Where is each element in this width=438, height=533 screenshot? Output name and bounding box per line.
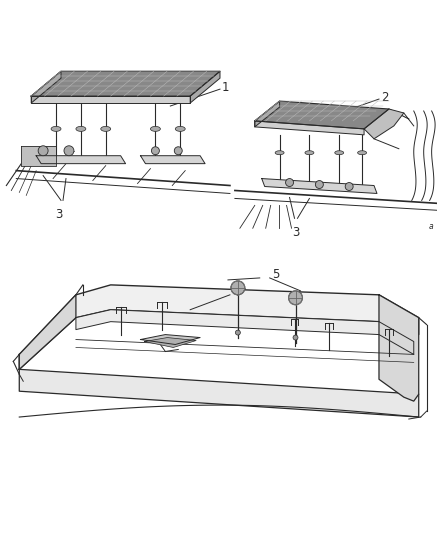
- Ellipse shape: [175, 126, 185, 131]
- Polygon shape: [31, 71, 61, 103]
- Polygon shape: [76, 310, 414, 354]
- Polygon shape: [141, 335, 200, 344]
- Text: 5: 5: [272, 269, 279, 281]
- Text: 4: 4: [232, 286, 240, 300]
- Text: 3: 3: [55, 208, 63, 221]
- Ellipse shape: [275, 151, 284, 155]
- Polygon shape: [379, 295, 419, 401]
- Polygon shape: [21, 146, 56, 166]
- Ellipse shape: [335, 151, 344, 155]
- Ellipse shape: [101, 126, 111, 131]
- Text: 2: 2: [381, 91, 389, 103]
- Circle shape: [174, 147, 182, 155]
- Polygon shape: [262, 179, 377, 193]
- Text: 1: 1: [222, 80, 230, 94]
- Ellipse shape: [150, 126, 160, 131]
- Circle shape: [152, 147, 159, 155]
- Circle shape: [235, 330, 240, 335]
- Text: a: a: [429, 222, 434, 231]
- Polygon shape: [36, 156, 126, 164]
- Polygon shape: [19, 295, 76, 369]
- Polygon shape: [31, 71, 220, 96]
- Circle shape: [345, 182, 353, 190]
- Circle shape: [286, 179, 293, 187]
- Ellipse shape: [76, 126, 86, 131]
- Polygon shape: [190, 71, 220, 103]
- Polygon shape: [31, 96, 190, 103]
- Text: 3: 3: [292, 226, 299, 239]
- Circle shape: [64, 146, 74, 156]
- Ellipse shape: [357, 151, 367, 155]
- Polygon shape: [145, 337, 196, 348]
- Circle shape: [293, 335, 298, 340]
- Polygon shape: [255, 121, 364, 135]
- Polygon shape: [364, 109, 404, 139]
- Polygon shape: [255, 101, 389, 129]
- Circle shape: [315, 181, 323, 189]
- Polygon shape: [255, 101, 279, 127]
- Circle shape: [289, 291, 303, 305]
- Ellipse shape: [305, 151, 314, 155]
- Circle shape: [231, 281, 245, 295]
- Polygon shape: [19, 285, 419, 369]
- Circle shape: [38, 146, 48, 156]
- Polygon shape: [19, 369, 419, 417]
- Polygon shape: [141, 156, 205, 164]
- Ellipse shape: [51, 126, 61, 131]
